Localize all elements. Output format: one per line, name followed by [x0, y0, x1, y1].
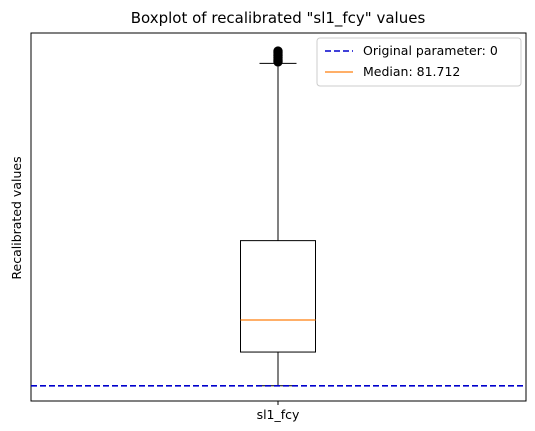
chart-title: Boxplot of recalibrated "sl1_fcy" values [131, 9, 426, 28]
outlier-point-7 [273, 46, 283, 56]
legend-box [316, 37, 522, 87]
legend: Original parameter: 0 Median: 81.712 [316, 37, 522, 87]
legend-label-median: Median: 81.712 [363, 64, 460, 79]
x-tick-label: sl1_fcy [257, 407, 300, 422]
box-iqr [240, 240, 316, 353]
chart-marks [31, 46, 526, 387]
y-axis-label: Recalibrated values [9, 156, 24, 279]
legend-label-original: Original parameter: 0 [363, 43, 498, 58]
